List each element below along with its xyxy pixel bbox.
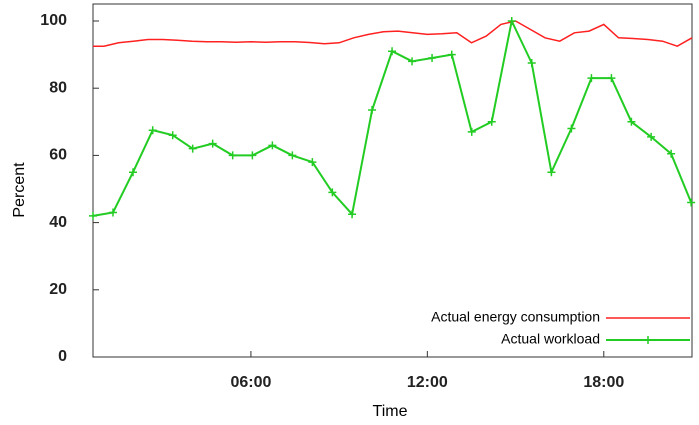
legend-label: Actual energy consumption [431,309,600,325]
x-tick-label: 12:00 [407,374,448,391]
marker [607,74,616,83]
marker [547,168,556,177]
marker [228,151,237,160]
marker [647,132,656,141]
legend-label: Actual workload [501,331,600,347]
y-tick-label: 40 [49,214,67,231]
marker [89,211,97,220]
marker [467,127,476,136]
marker [368,106,377,115]
marker [408,57,417,66]
marker [188,144,197,153]
marker [428,53,437,62]
y-tick-label: 60 [49,147,67,164]
marker [507,17,516,25]
series-line [93,20,693,48]
plot-frame [92,3,693,358]
x-tick-label: 06:00 [230,374,271,391]
marker [388,47,397,56]
marker [108,208,117,217]
marker [208,139,217,148]
y-axis-label: Percent [11,162,28,218]
marker [268,141,277,150]
marker [587,74,596,83]
marker [567,124,576,133]
marker [168,131,177,140]
marker [348,210,357,219]
marker [128,168,137,177]
marker [148,126,157,135]
x-tick-label: 18:00 [583,374,624,391]
marker [248,151,257,160]
marker [288,151,297,160]
marker [527,59,536,67]
y-tick-label: 100 [40,12,67,29]
y-tick-label: 20 [49,281,67,298]
marker [667,149,676,158]
marker [487,117,496,126]
legend-marker [644,336,652,344]
marker [627,117,636,126]
x-axis-label: Time [373,403,408,420]
marker [687,198,696,207]
marker [308,158,317,167]
y-tick-label: 80 [49,79,67,96]
marker [447,50,456,59]
marker [328,188,337,197]
y-tick-label: 0 [58,348,67,365]
